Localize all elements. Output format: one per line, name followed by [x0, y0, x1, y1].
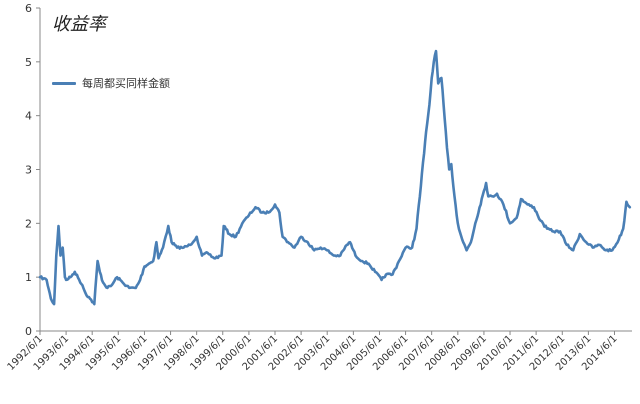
legend-label: 每周都买同样金额 [82, 77, 170, 90]
y-tick-label: 6 [25, 2, 32, 15]
chart-title: 收益率 [52, 14, 106, 35]
series-line [38, 49, 632, 306]
y-tick-label: 5 [25, 56, 32, 69]
y-tick-label: 0 [25, 325, 32, 338]
legend: 每周都买同样金额 [52, 75, 170, 91]
y-ticks: 0 1 2 3 4 5 6 [25, 2, 40, 338]
axes [39, 8, 632, 332]
y-tick-label: 3 [25, 164, 32, 177]
x-ticks: 1992/6/11993/6/11994/6/11995/6/11996/6/1… [6, 331, 620, 373]
y-tick-label: 2 [25, 217, 32, 230]
y-tick-label: 1 [25, 271, 32, 284]
legend-swatch [52, 81, 76, 85]
y-tick-label: 4 [25, 110, 32, 123]
